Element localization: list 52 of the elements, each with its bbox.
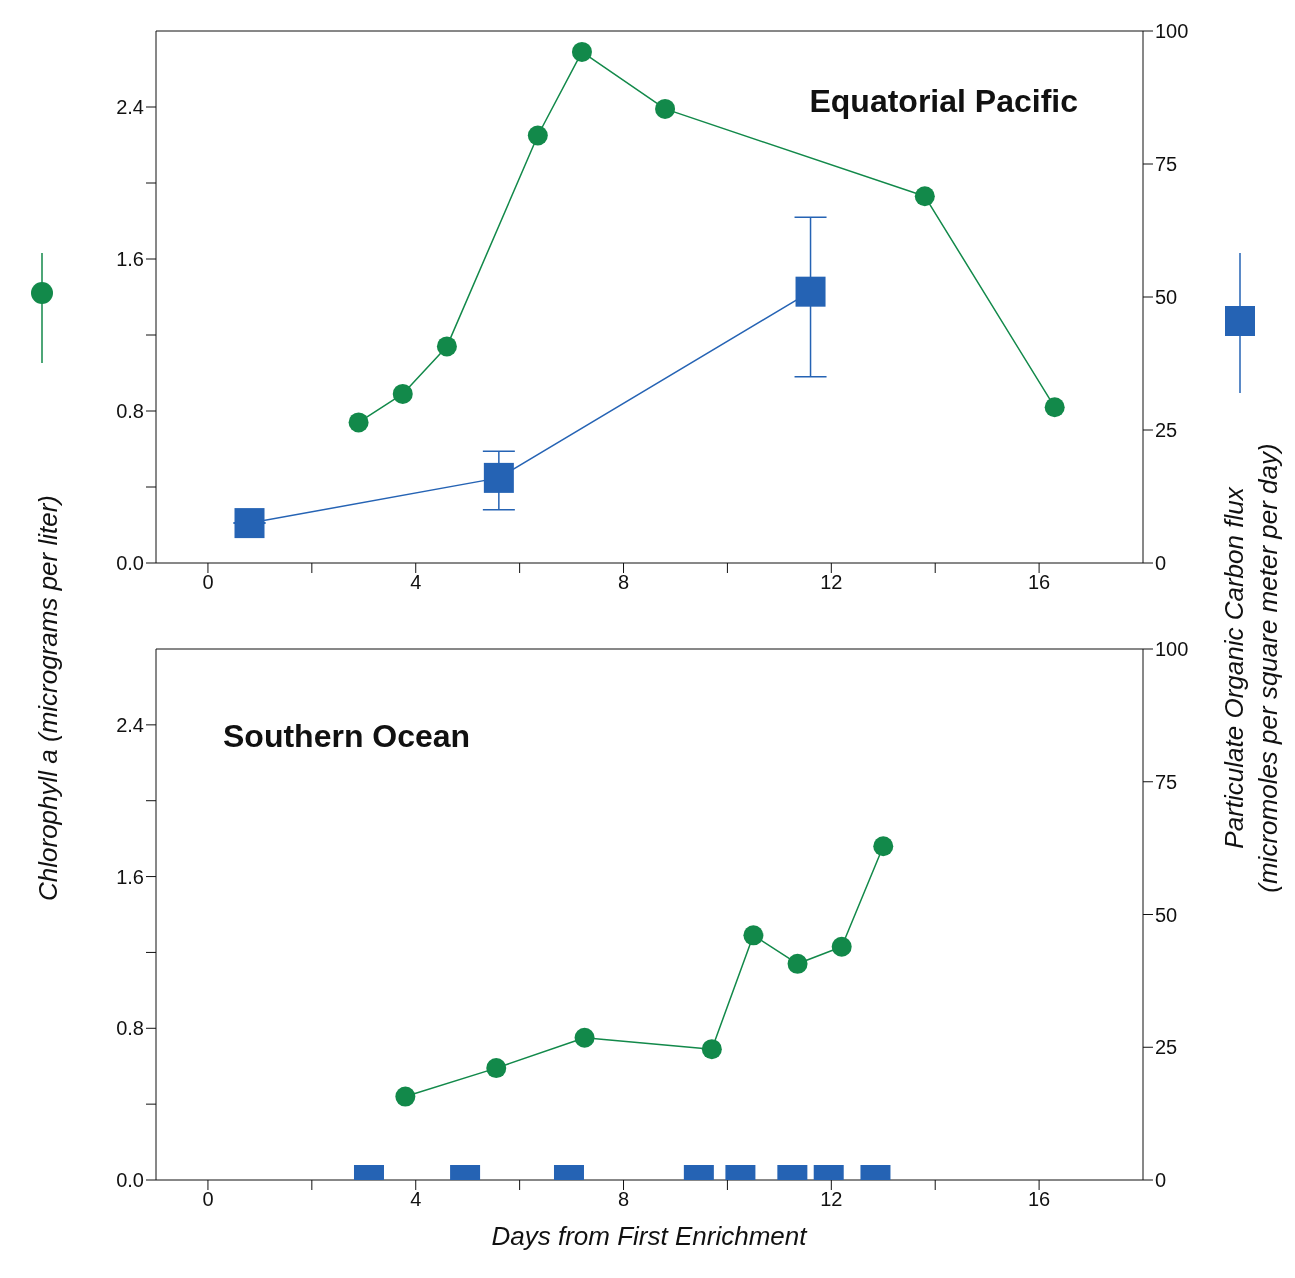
point — [655, 98, 676, 119]
y2-tick-label: 100 — [1155, 20, 1189, 43]
point — [831, 936, 852, 957]
text: Equatorial Pacific — [809, 83, 1078, 120]
y2-axis-title: Particulate Organic Carbon flux (micromoles per square meter per day) — [1218, 443, 1284, 893]
y-tick-label: 0.8 — [116, 1017, 144, 1040]
point — [787, 953, 808, 974]
point — [348, 412, 369, 433]
point — [436, 336, 457, 357]
text: Southern Ocean — [223, 718, 471, 755]
y2-tick-label: 100 — [1155, 638, 1189, 661]
y2-tick-label: 0 — [1155, 1169, 1167, 1192]
y2-tick-label: 0 — [1155, 552, 1167, 575]
point — [483, 462, 514, 493]
point — [873, 836, 894, 857]
point — [486, 1058, 507, 1079]
y2-tick-label: 50 — [1155, 286, 1178, 309]
point — [574, 1027, 595, 1048]
y-tick-label: 2.4 — [116, 96, 144, 119]
x-tick-label: 0 — [202, 1188, 214, 1211]
point — [571, 41, 592, 62]
x-tick-label: 0 — [202, 571, 214, 594]
y2-tick-label: 25 — [1155, 1036, 1178, 1059]
point — [527, 125, 548, 146]
y-tick-label: 0.0 — [116, 552, 144, 575]
point — [395, 1086, 416, 1107]
x-tick-label: 8 — [617, 1188, 630, 1211]
point — [234, 508, 265, 539]
y2-tick-label: 75 — [1155, 770, 1178, 793]
x-tick-label: 4 — [410, 571, 422, 594]
y-tick-label: 1.6 — [116, 248, 144, 271]
y2-tick-label: 75 — [1155, 153, 1178, 176]
y2-tick-label: 25 — [1155, 419, 1178, 442]
y-axis-title: Chlorophyll a (micrograms per liter) — [32, 495, 64, 901]
x-tick-label: 12 — [820, 571, 843, 594]
y-tick-label: 0.8 — [116, 400, 144, 423]
x-axis-title: Days from First Enrichment — [491, 1220, 807, 1253]
point — [701, 1039, 722, 1060]
x-tick-label: 16 — [1027, 1188, 1051, 1211]
point — [1044, 397, 1065, 418]
x-tick-label: 16 — [1027, 571, 1051, 594]
point — [392, 383, 413, 404]
y-tick-label: 1.6 — [116, 865, 144, 888]
point — [795, 276, 826, 307]
point — [743, 925, 764, 946]
y-tick-label: 0.0 — [116, 1169, 144, 1192]
x-tick-label: 12 — [820, 1188, 843, 1211]
x-tick-label: 8 — [617, 571, 630, 594]
y2-tick-label: 50 — [1155, 903, 1178, 926]
x-tick-label: 4 — [410, 1188, 422, 1211]
y-tick-label: 2.4 — [116, 713, 144, 736]
point — [914, 186, 935, 207]
